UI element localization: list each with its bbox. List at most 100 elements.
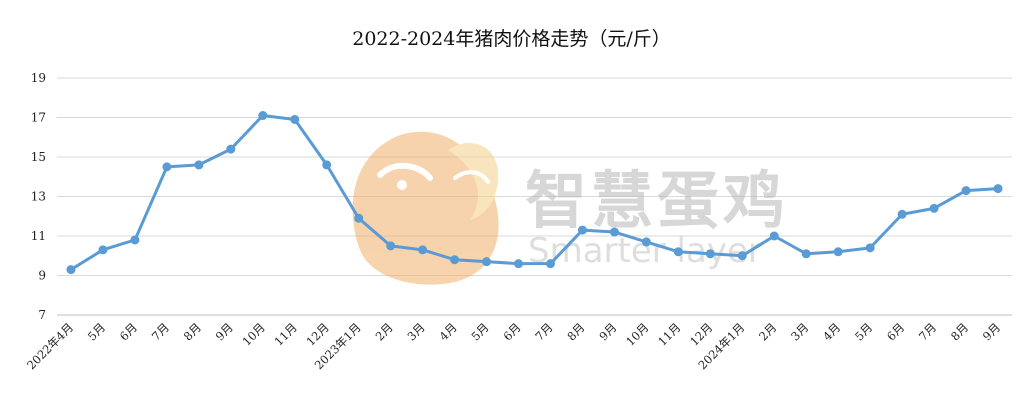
x-tick-label: 8月: [564, 320, 587, 343]
data-point: [514, 259, 524, 269]
series-line-segment: [612, 230, 648, 244]
series-line-segment: [197, 147, 233, 167]
x-tick-label: 4月: [820, 320, 843, 343]
data-point: [993, 184, 1003, 194]
data-point: [386, 241, 396, 251]
x-tick-label: 9月: [596, 320, 619, 343]
x-tick-label: 10月: [240, 320, 268, 348]
data-point: [577, 225, 587, 235]
x-tick-label: 6月: [500, 320, 523, 343]
grid-lines: [57, 77, 1012, 316]
data-point: [226, 144, 236, 154]
x-tick-label: 8月: [181, 320, 204, 343]
x-tick-label: 9月: [980, 320, 1003, 343]
x-tick-label: 6月: [884, 320, 907, 343]
y-tick-label: 17: [31, 111, 46, 125]
y-tick-label: 13: [31, 190, 46, 204]
x-tick-label: 5月: [852, 320, 875, 343]
x-tick-label: 2月: [756, 320, 779, 343]
series-line-segment: [293, 117, 329, 167]
series-line-segment: [804, 250, 840, 256]
x-tick-label: 7月: [149, 320, 172, 343]
y-tick-label: 7: [38, 308, 46, 322]
data-point: [673, 247, 683, 257]
x-tick-label: 2022年4月: [24, 320, 76, 372]
data-point: [865, 243, 875, 253]
x-tick-label: 12月: [687, 320, 715, 348]
x-tick-label: 3月: [405, 320, 428, 343]
x-tick-label: 5月: [468, 320, 491, 343]
data-point: [98, 245, 108, 255]
series-line-segment: [325, 163, 361, 220]
data-point: [258, 111, 268, 121]
y-tick-label: 19: [31, 71, 46, 85]
series-line-segment: [357, 216, 393, 248]
series-line-segment: [165, 163, 201, 169]
series-line-segment: [101, 238, 137, 252]
series-line-segment: [708, 252, 744, 258]
series-line-segment: [964, 187, 1000, 193]
data-point: [482, 257, 492, 267]
x-tick-label: 5月: [85, 320, 108, 343]
series-line-segment: [229, 114, 265, 151]
data-point: [769, 231, 779, 241]
data-point: [897, 209, 907, 219]
x-tick-label: 7月: [532, 320, 555, 343]
data-point: [609, 227, 619, 237]
data-point: [290, 114, 300, 124]
series-line-segment: [580, 228, 616, 234]
x-tick-label: 11月: [655, 320, 683, 348]
x-tick-label: 10月: [623, 320, 651, 348]
data-point: [961, 186, 971, 196]
x-tick-label: 4月: [436, 320, 459, 343]
data-point: [418, 245, 428, 255]
series-line-segment: [836, 246, 872, 254]
series-line: [69, 114, 1000, 272]
data-point: [450, 255, 460, 265]
x-tick-label: 2月: [373, 320, 396, 343]
watermark-brand-cn: 智慧蛋鸡: [525, 164, 789, 237]
series-line-segment: [740, 234, 776, 258]
x-tick-label: 7月: [916, 320, 939, 343]
series-points: [66, 111, 1003, 275]
series-line-segment: [485, 260, 521, 266]
data-point: [130, 235, 140, 245]
y-tick-label: 11: [31, 229, 46, 243]
data-point: [705, 249, 715, 259]
data-point: [66, 265, 76, 275]
x-tick-label: 8月: [948, 320, 971, 343]
data-point: [545, 259, 555, 269]
data-point: [801, 249, 811, 259]
data-point: [162, 162, 172, 172]
series-line-segment: [69, 248, 105, 272]
series-line-segment: [389, 244, 425, 252]
data-point: [641, 237, 651, 247]
x-tick-label: 3月: [788, 320, 811, 343]
series-line-segment: [644, 240, 680, 254]
data-point: [354, 213, 364, 223]
x-tick-label: 9月: [213, 320, 236, 343]
data-point: [194, 160, 204, 170]
x-tick-label: 6月: [117, 320, 140, 343]
series-line-segment: [133, 165, 169, 242]
y-axis-ticks: 7 9 11 13 15 17 19: [31, 71, 46, 322]
data-point: [929, 203, 939, 213]
y-tick-label: 15: [31, 150, 46, 164]
series-line-segment: [868, 212, 904, 250]
series-line-segment: [772, 234, 808, 256]
series-line-segment: [421, 248, 457, 262]
series-line-segment: [453, 258, 489, 264]
data-point: [833, 247, 843, 257]
watermark: 智慧蛋鸡 Smarter layer: [352, 131, 789, 285]
series-line-segment: [932, 189, 968, 210]
x-tick-label: 12月: [303, 320, 331, 348]
data-point: [322, 160, 332, 170]
data-point: [737, 251, 747, 261]
x-tick-label: 11月: [271, 320, 299, 348]
series-line-segment: [548, 228, 584, 266]
series-line-segment: [676, 250, 712, 256]
series-line-segment: [261, 114, 297, 121]
y-tick-label: 9: [38, 269, 46, 283]
